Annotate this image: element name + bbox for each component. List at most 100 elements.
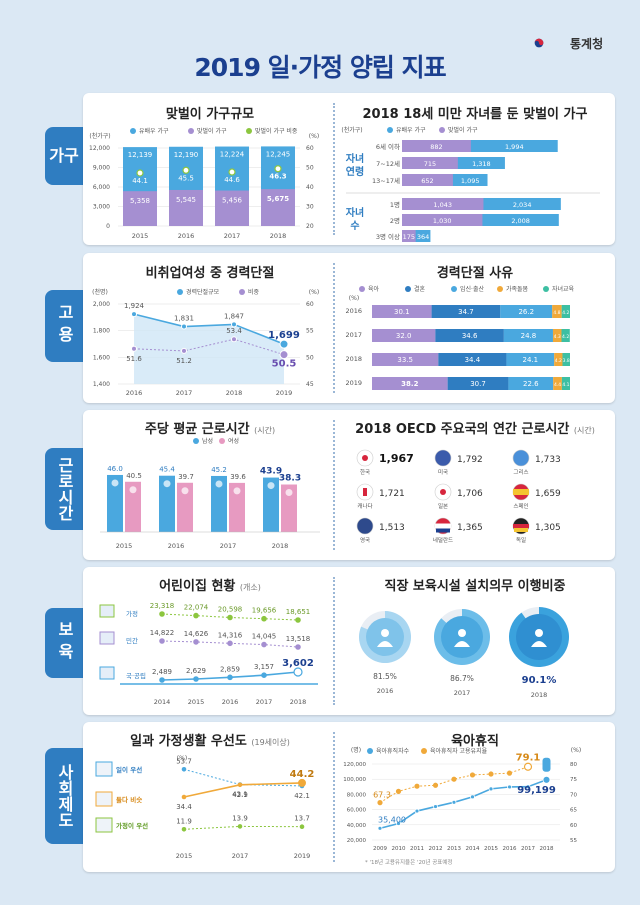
household-label-dual: 5,675 [267, 195, 289, 203]
reasons-label: 32.0 [396, 332, 412, 340]
children-label-married: 1,318 [472, 160, 491, 168]
oecd-title: 2018 OECD 주요국의 연간 근로시간 (시간) [355, 422, 595, 437]
household-label-ratio: 44.1 [132, 177, 148, 185]
reasons-legend-dot-0 [359, 286, 365, 292]
reasons-bar-segment [561, 329, 570, 342]
balance-icon [95, 791, 113, 807]
reasons-row-label: 2016 [345, 307, 362, 315]
oecd-country-value: 1,706 [457, 489, 483, 499]
careerbreak-y2tick: 60 [306, 301, 314, 308]
public-daycare-icon [99, 666, 115, 680]
hours-xtick: 2015 [116, 542, 133, 550]
oecd-country-value: 1,513 [379, 523, 405, 533]
careerbreak-label-ratio: 51.2 [176, 357, 192, 365]
daycare-label: 3,602 [282, 658, 314, 669]
household-y2-unit: (%) [309, 133, 319, 140]
daycare-series-label: 가정 [126, 609, 138, 618]
reasons-row-label: 2018 [345, 355, 362, 363]
daycare-xtick: 2018 [290, 698, 307, 706]
leave-point-count [507, 784, 512, 790]
careerbreak-y2tick: 45 [306, 381, 314, 388]
oecd-country-value: 1,365 [457, 523, 483, 533]
hours-label-female: 39.7 [178, 473, 194, 481]
leave-title: 육아휴직 [451, 734, 499, 749]
hours-legend-1: 여성 [228, 437, 239, 445]
household-y2tick: 60 [306, 145, 314, 152]
leave-point-count [451, 799, 457, 805]
careerbreak-point-ratio [181, 347, 187, 354]
oecd-country-name: 영국 [360, 536, 370, 544]
priority-label: 43.1 [232, 791, 248, 799]
household-ytick: 0 [106, 223, 110, 230]
priority-unit: (%) [177, 755, 187, 762]
leave-point-count [433, 804, 438, 809]
household-legend-dot-1 [188, 128, 194, 134]
male-person-icon [163, 480, 171, 488]
leave-point-count [396, 821, 401, 826]
leave-point-count [525, 784, 531, 790]
hours-label-female: 39.6 [230, 473, 246, 481]
hours-bar-female [229, 482, 245, 532]
careerbreak-ytick: 2,000 [93, 301, 110, 308]
leave-point-count [488, 786, 494, 792]
careerbreak-point-ratio [279, 350, 289, 360]
household-y2tick: 50 [306, 165, 314, 172]
children-legend-1: 맞벌이 가구 [448, 126, 478, 134]
leave-xtick: 2017 [521, 846, 535, 852]
children-row-label: 2명 [390, 216, 400, 225]
careerbreak-xtick: 2019 [276, 389, 293, 397]
reasons-label: 24.1 [523, 356, 539, 364]
leave-legend-0: 육아휴직자수 [376, 747, 410, 755]
reasons-label: 30.7 [470, 380, 486, 388]
household-ratio-point [136, 169, 144, 177]
priority-line [183, 825, 303, 830]
work-first-icon [95, 761, 113, 777]
daycare-point [227, 614, 233, 621]
household-legend-2: 맞벌이 가구 비중 [255, 127, 298, 135]
leave-legend-dot-0 [367, 748, 373, 754]
leave-ytick: 20,000 [347, 838, 367, 844]
household-legend-0: 유배우 가구 [139, 127, 169, 135]
children-bar-dual [402, 214, 483, 226]
reasons-bar-segment [431, 305, 501, 318]
reasons-bar-segment [508, 377, 554, 390]
household-xtick: 2017 [224, 232, 241, 240]
family-first-icon [95, 817, 113, 833]
leave-y2tick: 65 [570, 808, 577, 814]
reasons-label: 4.8 [553, 310, 560, 316]
careerbreak-label-scale: 1,847 [224, 312, 244, 320]
daycare-xtick: 2015 [188, 698, 205, 706]
household-label-dual: 5,358 [130, 197, 150, 205]
household-ytick: 9,000 [93, 165, 110, 172]
reasons-bar-segment [447, 377, 509, 390]
careerbreak-xtick: 2018 [226, 389, 243, 397]
daycare-label: 19,656 [252, 607, 277, 615]
reasons-bar-segment [506, 353, 555, 366]
hours-xtick: 2016 [168, 542, 185, 550]
home-daycare-icon [99, 604, 115, 618]
careerbreak-legend-1: 비중 [248, 288, 260, 296]
leave-y2tick: 80 [570, 762, 577, 768]
hours-bar-male [211, 475, 227, 532]
leave-point-rate [377, 800, 383, 806]
hours-label-male: 46.0 [107, 465, 123, 473]
household-xtick: 2018 [270, 232, 287, 240]
leave-point-rate [414, 783, 420, 789]
daycare-point [261, 672, 267, 678]
children-row-label: 1명 [390, 200, 400, 209]
flag-icon [440, 489, 446, 495]
children-bar-dual [402, 157, 458, 169]
hours-label-male: 45.4 [159, 466, 175, 474]
reasons-title: 경력단절 사유 [436, 266, 514, 281]
reasons-row-label: 2017 [345, 331, 362, 339]
priority-title: 일과 가정생활 우선도 (19세이상) [130, 734, 290, 749]
priority-label: 13.9 [232, 814, 248, 822]
reasons-label: 34.6 [462, 332, 478, 340]
daycare-xtick: 2016 [222, 698, 239, 706]
mother-child-icon [377, 641, 393, 647]
household-legend-dot-0 [130, 128, 136, 134]
household-xtick: 2016 [178, 232, 195, 240]
children-label-married: 364 [417, 233, 429, 241]
children-group-age-2: 연령 [346, 165, 364, 178]
